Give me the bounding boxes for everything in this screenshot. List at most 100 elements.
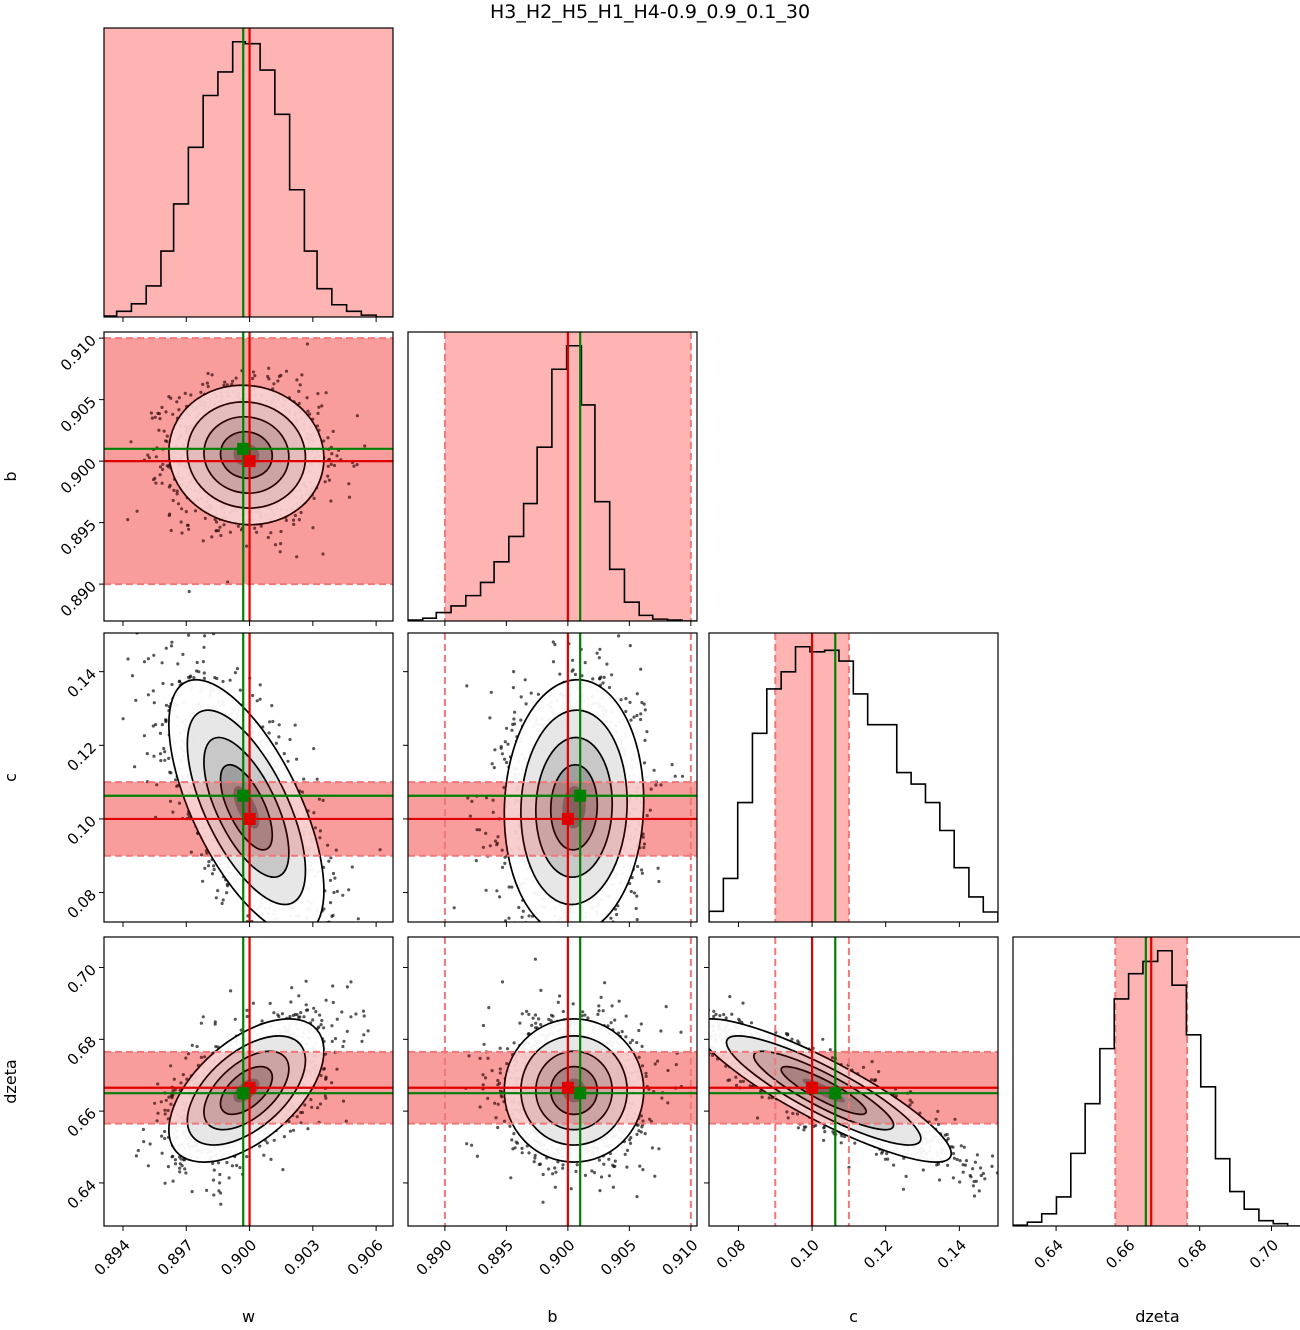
y-tick-label: 0.910 bbox=[57, 331, 100, 374]
scatter-panel-w-c: 0.080.100.120.14 bbox=[64, 632, 394, 1012]
estimate-marker bbox=[237, 442, 250, 455]
scatter-point bbox=[152, 701, 156, 705]
scatter-point bbox=[181, 652, 185, 657]
scatter-point bbox=[506, 742, 510, 746]
scatter-point bbox=[493, 839, 498, 843]
scatter-point bbox=[168, 799, 173, 803]
scatter-point bbox=[163, 1129, 167, 1134]
scatter-point bbox=[286, 759, 290, 763]
scatter-point bbox=[134, 1154, 138, 1158]
scatter-point bbox=[258, 683, 262, 687]
scatter-point bbox=[282, 1135, 286, 1139]
scatter-point bbox=[164, 439, 168, 443]
scatter-point bbox=[640, 871, 645, 875]
scatter-point bbox=[184, 1056, 188, 1060]
scatter-point bbox=[341, 947, 344, 950]
scatter-point bbox=[295, 924, 298, 927]
scatter-point bbox=[349, 1015, 353, 1019]
scatter-point bbox=[164, 646, 168, 650]
scatter-point bbox=[531, 1016, 535, 1020]
scatter-point bbox=[270, 939, 273, 942]
scatter-point bbox=[172, 488, 176, 492]
scatter-point bbox=[310, 1105, 314, 1109]
scatter-point bbox=[510, 728, 514, 732]
scatter-point bbox=[189, 393, 193, 397]
scatter-point bbox=[295, 757, 299, 761]
y-tick-label: 0.12 bbox=[64, 739, 100, 775]
scatter-point bbox=[201, 1015, 205, 1019]
scatter-point bbox=[512, 717, 516, 721]
scatter-point bbox=[317, 405, 321, 409]
scatter-point bbox=[598, 951, 601, 954]
scatter-point bbox=[636, 966, 639, 969]
density-contour bbox=[186, 401, 307, 509]
scatter-point bbox=[157, 412, 161, 416]
estimate-marker bbox=[237, 789, 250, 802]
scatter-point bbox=[493, 963, 496, 966]
scatter-point bbox=[235, 1163, 239, 1168]
scatter-point bbox=[503, 919, 508, 922]
scatter-point bbox=[258, 1144, 262, 1148]
scatter-point bbox=[182, 1158, 186, 1162]
scatter-point bbox=[452, 906, 456, 910]
scatter-point bbox=[180, 507, 184, 511]
estimate-marker bbox=[574, 1087, 587, 1100]
scatter-point bbox=[491, 810, 495, 815]
scatter-point bbox=[183, 391, 187, 395]
scatter-point bbox=[210, 872, 215, 876]
scatter-point bbox=[173, 1088, 177, 1092]
scatter-point bbox=[628, 1041, 632, 1045]
scatter-point bbox=[234, 376, 238, 380]
scatter-point bbox=[527, 1012, 531, 1017]
scatter-point bbox=[628, 700, 632, 705]
scatter-point bbox=[642, 702, 646, 706]
scatter-point bbox=[135, 509, 139, 513]
scatter-point bbox=[148, 1142, 152, 1146]
scatter-point bbox=[179, 520, 183, 524]
x-tick-label: 0.900 bbox=[217, 1236, 260, 1279]
estimate-marker bbox=[574, 789, 587, 802]
scatter-point bbox=[508, 1124, 512, 1128]
scatter-point bbox=[338, 946, 341, 949]
scatter-point bbox=[496, 1102, 500, 1106]
scatter-point bbox=[623, 1152, 627, 1156]
scatter-point bbox=[228, 530, 232, 534]
scatter-point bbox=[513, 710, 517, 714]
scatter-point bbox=[525, 933, 528, 936]
histogram-panel-c bbox=[708, 632, 999, 927]
scatter-point bbox=[160, 723, 164, 727]
scatter-point bbox=[164, 1098, 168, 1102]
scatter-point bbox=[474, 859, 478, 863]
scatter-point bbox=[159, 759, 163, 763]
scatter-point bbox=[347, 482, 351, 486]
scatter-point bbox=[283, 1009, 286, 1012]
scatter-point bbox=[524, 926, 527, 929]
scatter-point bbox=[322, 439, 326, 443]
scatter-point bbox=[624, 1035, 628, 1039]
scatter-point bbox=[575, 1163, 579, 1167]
scatter-point bbox=[221, 898, 225, 902]
scatter-point bbox=[329, 901, 333, 905]
scatter-point bbox=[625, 1148, 630, 1152]
scatter-point bbox=[312, 1006, 316, 1010]
scatter-point bbox=[166, 1108, 170, 1113]
scatter-point bbox=[598, 676, 602, 681]
scatter-point bbox=[607, 1174, 612, 1178]
scatter-point bbox=[316, 411, 320, 415]
scatter-point bbox=[284, 369, 289, 373]
scatter-point bbox=[574, 1169, 578, 1173]
scatter-point bbox=[175, 400, 179, 404]
scatter-point bbox=[482, 1042, 486, 1046]
scatter-point bbox=[493, 1101, 497, 1105]
scatter-point bbox=[500, 980, 505, 984]
scatter-point bbox=[229, 989, 233, 993]
scatter-point bbox=[331, 984, 335, 988]
scatter-point bbox=[308, 412, 312, 416]
scatter-point bbox=[503, 757, 507, 761]
scatter-point bbox=[130, 674, 135, 678]
scatter-point bbox=[642, 842, 647, 846]
scatter-point bbox=[205, 1188, 209, 1192]
scatter-point bbox=[279, 542, 283, 546]
scatter-point bbox=[164, 720, 168, 724]
